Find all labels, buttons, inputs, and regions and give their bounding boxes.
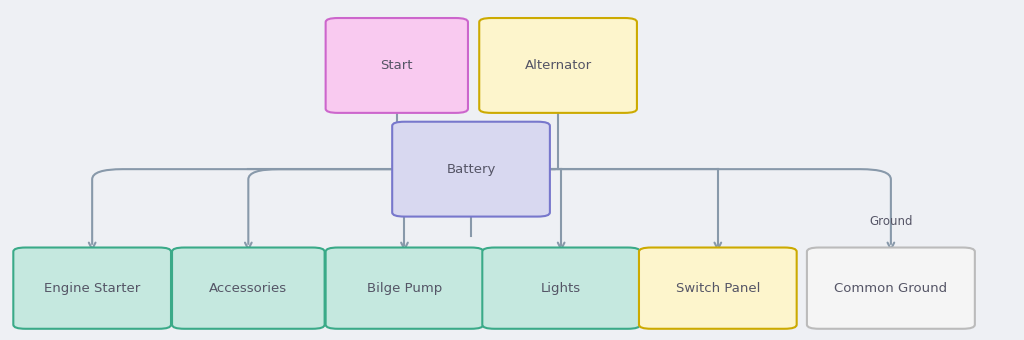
FancyBboxPatch shape — [807, 248, 975, 329]
FancyBboxPatch shape — [13, 248, 171, 329]
FancyBboxPatch shape — [639, 248, 797, 329]
FancyBboxPatch shape — [172, 248, 325, 329]
FancyBboxPatch shape — [326, 18, 468, 113]
Text: Ground: Ground — [869, 215, 912, 228]
Text: Engine Starter: Engine Starter — [44, 282, 140, 295]
Text: Common Ground: Common Ground — [835, 282, 947, 295]
FancyBboxPatch shape — [479, 18, 637, 113]
Text: Battery: Battery — [446, 163, 496, 176]
Text: Accessories: Accessories — [209, 282, 288, 295]
FancyBboxPatch shape — [326, 248, 483, 329]
Text: Lights: Lights — [541, 282, 582, 295]
Text: Start: Start — [381, 59, 413, 72]
Text: Bilge Pump: Bilge Pump — [367, 282, 442, 295]
FancyBboxPatch shape — [482, 248, 640, 329]
FancyBboxPatch shape — [392, 122, 550, 217]
Text: Switch Panel: Switch Panel — [676, 282, 760, 295]
Text: Alternator: Alternator — [524, 59, 592, 72]
